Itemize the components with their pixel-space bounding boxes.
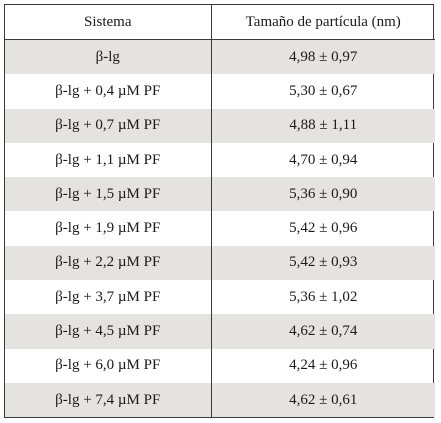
table-row: β-lg + 2,2 µM PF 5,42 ± 0,93 — [5, 245, 435, 281]
header-tamano-particula: Tamaño de partícula (nm) — [245, 13, 401, 30]
table-body: β-lg 4,98 ± 0,97 β-lg + 0,4 µM PF 5,30 ±… — [5, 39, 435, 418]
cell-tamano: 5,42 ± 0,93 — [211, 245, 435, 281]
table-row: β-lg + 4,5 µM PF 4,62 ± 0,74 — [5, 314, 435, 349]
cell-sistema: β-lg + 6,0 µM PF — [5, 348, 212, 383]
cell-sistema: β-lg — [5, 39, 212, 75]
table-row: β-lg 4,98 ± 0,97 — [5, 39, 435, 75]
header-row: Sistema Tamaño de partícula (nm) — [5, 5, 435, 40]
cell-sistema: β-lg + 2,2 µM PF — [5, 245, 212, 281]
header-sistema: Sistema — [5, 5, 212, 40]
table-row: β-lg + 3,7 µM PF 5,36 ± 1,02 — [5, 280, 435, 315]
cell-sistema: β-lg + 0,7 µM PF — [5, 108, 212, 143]
cell-tamano: 5,30 ± 0,67 — [289, 82, 358, 99]
table-row: β-lg + 1,5 µM PF 5,36 ± 0,90 — [5, 177, 435, 212]
cell-sistema: β-lg + 7,4 µM PF — [5, 382, 212, 418]
table-row: β-lg + 0,7 µM PF 4,88 ± 1,11 — [5, 108, 435, 143]
cell-sistema: β-lg + 0,4 µM PF — [5, 74, 212, 109]
cell-tamano: 4,62 ± 0,74 — [211, 314, 435, 349]
cell-tamano: 4,88 ± 1,11 — [211, 108, 435, 143]
cell-sistema: β-lg + 1,5 µM PF — [5, 177, 212, 212]
table-row: β-lg + 6,0 µM PF 4,24 ± 0,96 — [5, 348, 435, 383]
table-row: β-lg + 0,4 µM PF 5,30 ± 0,67 — [5, 74, 435, 109]
particle-size-table-frame: Sistema Tamaño de partícula (nm) β-lg 4,… — [4, 4, 435, 419]
table-row: β-lg + 1,1 µM PF 4,70 ± 0,94 — [5, 142, 435, 178]
cell-tamano: 4,98 ± 0,97 — [211, 39, 435, 75]
cell-sistema: β-lg + 1,1 µM PF — [5, 142, 212, 178]
particle-size-table: Sistema Tamaño de partícula (nm) β-lg 4,… — [5, 5, 435, 418]
cell-tamano: 5,36 ± 1,02 — [289, 288, 358, 305]
cell-sistema: β-lg + 3,7 µM PF — [5, 280, 212, 315]
cell-tamano: 4,70 ± 0,94 — [289, 151, 358, 168]
cell-tamano: 5,36 ± 0,90 — [211, 177, 435, 212]
cell-sistema: β-lg + 4,5 µM PF — [5, 314, 212, 349]
table-row: β-lg + 7,4 µM PF 4,62 ± 0,61 — [5, 382, 435, 418]
cell-tamano: 4,62 ± 0,61 — [211, 382, 435, 418]
cell-sistema: β-lg + 1,9 µM PF — [5, 211, 212, 246]
table-header: Sistema Tamaño de partícula (nm) — [5, 5, 435, 40]
cell-tamano: 4,24 ± 0,96 — [289, 357, 358, 374]
table-row: β-lg + 1,9 µM PF 5,42 ± 0,96 — [5, 211, 435, 246]
cell-tamano: 5,42 ± 0,96 — [289, 220, 358, 237]
